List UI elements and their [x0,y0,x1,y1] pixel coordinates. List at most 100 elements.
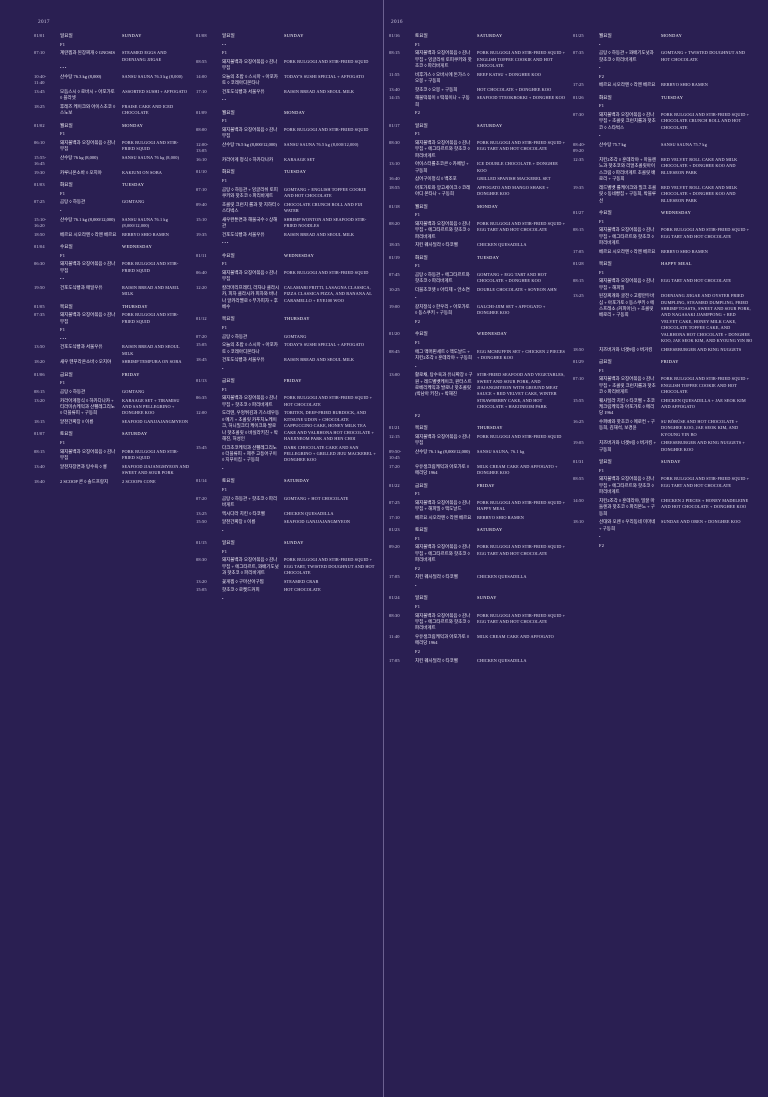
meal-row[interactable]: 08:40- 09:20 산수탕 75.7 kg SANSU SAUNA 75.7 … [573,142,753,155]
meal-row[interactable]: 13:00 활로채, 탕수육과 유니짜장 ◊ 구원 + 레드벨벳케이크, 윈터스트… [389,372,567,410]
meal-row[interactable]: 06:35 돼지불백과 오징어볶음 ◊ 감나무집 + 핫초코 ◊ 파리바게트 POR… [196,395,376,408]
entry-date-row[interactable]: 01/17 일요일 SATURDAY [389,123,567,129]
meal-row[interactable]: 15:10- 16:20 산수탕 76.1 kg (8,000/12,000) SA… [34,217,190,230]
meal-row[interactable]: 07:30 돼지불백과 오징어볶음 ◊ 감나무집 + 초콜릿 크런치롤과 핫초코 … [573,112,753,131]
meal-row[interactable]: 07:45 곰탕 ◊ 하동관 + 에그타르트와 핫초코 ◊ 파리바게트 GOMTAN… [389,272,567,285]
meal-row[interactable]: 08:55 돼지불백과 오징어볶음 ◊ 감나무집 PORK BULGOGI AND … [196,59,376,72]
meal-row[interactable]: 13:20 꽃게찜 ◊ 구마산아구찜 STEAMED CRAB [196,579,376,585]
meal-row[interactable]: 07:20 곰탕 ◊ 하동관 + 핫초코 ◊ 파리바게트 GOMTANG + HOT… [196,496,376,509]
meal-row[interactable]: 08:15 돼지불백과 오징어볶음 ◊ 감나무집 + 에그타르트와 핫초코 ◊ 파… [573,227,753,246]
entry-date-row[interactable]: 01/08 일요일 SUNDAY [196,33,376,39]
meal-row[interactable]: 06:40 돼지불백과 오징어볶음 ◊ 감나무집 PORK BULGOGI AND … [196,270,376,283]
meal-row[interactable]: 10:40- 11:40 산수탕 76.3 kg (8,000) SANSU SAU… [34,74,190,87]
meal-row[interactable]: 18:50 치즈버거와 너겟9링 ◊ 버거킹 CHEESEBURGER AND KI… [573,347,753,353]
meal-row[interactable]: 15:50 알천간짜장 ◊ 이룡 SEAFOOD GANJJAJANGMYEON [196,519,376,525]
entry-date-row[interactable]: 01/21 목요일 THURSDAY [389,425,567,431]
meal-row[interactable]: 19:35 건포도식빵과 서울우유 RAISIN BREAD AND SEOUL M… [196,232,376,238]
meal-row[interactable]: 17:20 우유생크림케익과 아포가토 ◊ 메리당 1964 MILK CREAM … [389,464,567,477]
meal-row[interactable]: 17:05 치킨 퀘사딜라 ◊ 타코벨 CHICKEN QUESADILLA [389,574,567,580]
entry-date-row[interactable]: 01/14 토요일 SATURDAY [196,478,376,484]
meal-row[interactable]: 15:55 퀘사딜라 치킨 ◊ 타코벨 + 초코케크림케익과 아포가토 ◊ 메리당… [573,398,753,417]
meal-row[interactable]: 12:00- 13:05 산수탕 76.5 kg (8,000/12,000) SA… [196,142,376,155]
meal-row[interactable]: 13:45 모듬스시 ◊ 로바시 + 아포가토 ◊ 블라셋 ASSORTED SUS… [34,89,190,102]
entry-date-row[interactable]: 01/18 월요일 MONDAY [389,204,567,210]
entry-date-row[interactable]: 01/15 일요일 SUNDAY [196,540,376,546]
meal-row[interactable]: 15:05 핫초코 ◊ 로켓드커피 HOT CHOCOLATE [196,587,376,593]
entry-date-row[interactable]: 01/05 목요일 THURSDAY [34,304,190,310]
meal-row[interactable]: 15:55- 16:45 산수탕 76 kg (8,000) SANSU SAUNA… [34,155,190,168]
meal-row[interactable]: 11:55 비후가스 ◊ 오바시에 돈가스 ◊ 오봉 + 구동희 BEEF KATS… [389,72,567,85]
meal-row[interactable]: 16:25 수퍼베와 핫초코 ◊ 메로컨 + 구동희, 김재석, 보경윤 SU BÖ… [573,419,753,438]
meal-row[interactable]: 07:25 돼지불백과 오징어볶음 ◊ 감나무집 + 해피밀 ◊ 맥도날드 PORK… [389,500,567,513]
entry-date-row[interactable]: 01/20 수요일 WEDNESDAY [389,331,567,337]
meal-row[interactable]: 09:20 돼지불백과 오징어볶음 ◊ 감나무집 + 에그타르트와 핫초코 ◊ 파… [389,544,567,563]
meal-row[interactable]: 08:30 돼지불백과 오징어볶음 ◊ 감나무집 + 에그타르트와 핫초코 ◊ 파… [389,140,567,159]
meal-row[interactable]: 07:10 곰탕 ◊ 하동관 + 잉글리쉬 토피쿠키와 핫초코 ◊ 파리바게트 GO… [196,187,376,200]
meal-row[interactable]: 18:40 2 SCOOP 콘 ◊ 솔드프랑지 2 SCOOPS CONE [34,479,190,485]
meal-row[interactable]: 11:40 우유생크림케익과 아포가토 ◊ 메리당 1964 MILK CREAM … [389,634,567,647]
meal-row[interactable]: 18:15 알천간짜장 ◊ 이룡 SEAFOOD GANJJAJANGMYEON [34,419,190,425]
entry-date-row[interactable]: 01/23 토요일 SATURDAY [389,527,567,533]
entry-date-row[interactable]: 01/06 금요일 FRIDAY [34,372,190,378]
meal-row[interactable]: 07:35 돼지불백과 오징어볶음 ◊ 감나무집 PORK BULGOGI AND … [34,312,190,325]
entry-date-row[interactable]: 01/25 월요일 MONDAY [573,33,753,39]
meal-row[interactable]: 17:25 베르요 시오라멘 ◊ 라멘 베르요 BERRYO SHIO RAMEN [573,82,753,88]
meal-row[interactable]: 19:00 갈치정식 ◊ 한우리 + 아포가토 ◊ 동스쿠키 + 구동희 GALCH… [389,304,567,317]
entry-date-row[interactable]: 01/16 토요일 SATURDAY [389,33,567,39]
meal-row[interactable]: 08:15 돼지불백과 오징어볶음 ◊ 감나무집 + 해피밀 EGG TART AN… [573,278,753,291]
entry-date-row[interactable]: 01/02 월요일 MONDAY [34,123,190,129]
entry-date-row[interactable]: 01/10 화요일 TUESDAY [196,169,376,175]
meal-row[interactable]: 07:35 곰탕 ◊ 하동관 + 꽈배기도넛과 핫초코 ◊ 파리바게트 GOMTAN… [573,50,753,63]
meal-row[interactable]: 06:30 돼지불백과 오징어볶음 ◊ 감나무집 PORK BULGOGI AND … [34,261,190,274]
meal-row[interactable]: 08:45 에그 맥머핀세트 ◊ 맥도날드 + 치킨2조각 ◊ 훈데라야 + 구동… [389,349,567,362]
meal-row[interactable]: 07:10 돼지불백과 오징어볶음 ◊ 감나무집 + 초콜릿 크런치롤과 핫초코 … [573,376,753,395]
meal-row[interactable]: 15:05 오늘의 초밥 ◊ 스시마 + 아포카토 ◊ 코레아디몬타나 TODAY'… [196,342,376,355]
entry-date-row[interactable]: 01/26 화요일 TUESDAY [573,95,753,101]
meal-row[interactable]: 08:30 돼지불백과 오징어볶음 ◊ 감나무집 + 에그타르트, 꽈배기도넛과 … [196,557,376,576]
entry-date-row[interactable]: 01/12 목요일 THURSDAY [196,316,376,322]
meal-row[interactable]: 08:30 돼지불백과 오징어볶음 ◊ 감나무집 + 에그타르트와 핫초코 ◊ 파… [389,613,567,632]
meal-row[interactable]: 18:45 건포도식빵과 서울우유 RAISIN BREAD AND SEOUL M… [196,357,376,363]
meal-row[interactable]: 08:20 돼지불백과 오징어볶음 ◊ 감나무집 + 에그타르트와 핫초코 ◊ 파… [389,221,567,240]
meal-row[interactable]: 18:50 베르요 시오라멘 ◊ 라멘 베르요 BERRYO SHIO RAMEN [34,232,190,238]
entry-date-row[interactable]: 01/13 금요일 FRIDAY [196,378,376,384]
meal-row[interactable]: 13:50 건포도식빵과 서울우유 RAISIN BREAD AND SEOUL M… [34,344,190,357]
meal-row[interactable]: 17:05 치킨 퀘사딜라 ◊ 타코벨 CHICKEN QUESADILLA [389,658,567,664]
meal-row[interactable]: 17:10 건포도식빵과 서울우유 RAISIN BREAD AND SEOUL M… [196,89,376,95]
meal-row[interactable]: 07:25 곰탕 ◊ 하동관 GOMTANG [34,199,190,205]
meal-row[interactable]: 08:00 돼지불백과 오징어볶음 ◊ 감나무집 PORK BULGOGI AND … [196,127,376,140]
meal-row[interactable]: 16:40 삼어구이정식 ◊ 백조포 GRILLED SPANISH MACKERE… [389,176,567,182]
entry-date-row[interactable]: 01/03 화요일 TUESDAY [34,182,190,188]
entry-date-row[interactable]: 01/01 일요일 SUNDAY [34,33,190,39]
meal-row[interactable]: 18:35 치킨 퀘사딜라 ◊ 타코벨 CHICKEN QUESADILLA [389,242,567,248]
entry-date-row[interactable]: 01/31 일요일 SUNDAY [573,459,753,465]
meal-row[interactable]: 06:10 돼지불백과 오징어볶음 ◊ 감나무집 PORK BULGOGI AND … [34,140,190,153]
meal-row[interactable]: 07:10 계란찜과 된장찌개 ◊ GNOSIS STEAMED EGGS AND … [34,50,190,63]
meal-row[interactable]: 15:45 다크초코케익과 산펠레그리노 ◊ 더블류피 + 제주 고등어구이 ◊ … [196,445,376,464]
meal-row[interactable]: 12:15 돼지불백과 오징어볶음 ◊ 감나무집 PORK BULGOGI AND … [389,434,567,447]
entry-date-row[interactable]: 01/07 토요일 SATURDAY [34,431,190,437]
meal-row[interactable]: 18:20 새우 텐푸라온소바 ◊ 오지야 SHRIMP TEMPURA ON SO… [34,359,190,365]
meal-row[interactable]: 09:50- 10:45 산수탕 76.1 kg (8,000/12,000) SA… [389,449,567,462]
meal-row[interactable]: 19:05 치즈버거와 너겟9링 ◊ 버거킹 + 구동희 CHEESEBURGER … [573,440,753,453]
entry-date-row[interactable]: 01/11 수요일 WEDNESDAY [196,253,376,259]
entry-date-row[interactable]: 01/28 목요일 HAPPY MEAL [573,261,753,267]
entry-date-row[interactable]: 01/22 금요일 FRIDAY [389,483,567,489]
meal-row[interactable]: 13:10 아이스터롤초코콘 ◊ 카페빙 + 구동희 ICE DOUBLE CHOC… [389,161,567,174]
entry-date-row[interactable]: 01/09 월요일 MONDAY [196,110,376,116]
meal-row[interactable]: 13:40 알천자장면과 탕수육 ◊ 룡 SEAFOOD JJAJANGMYEON … [34,464,190,477]
entry-date-row[interactable]: 01/27 수요일 WEDNESDAY [573,210,753,216]
meal-row[interactable]: 17:05 베르요 시오라멘 ◊ 라멘 베르요 BERRYO SHIO RAMEN [573,249,753,255]
meal-row[interactable]: 19:35 레드벨벳 롤케이크와 밀크 초콜릿 ◊ 동네빵집 + 구동희, 박블루… [573,185,753,204]
meal-row[interactable]: 08:55 돼지불백과 오징어볶음 ◊ 감나무집 + 에그타르트와 핫초코 ◊ 파… [573,476,753,495]
meal-row[interactable]: 16:10 카라아게 정식 ◊ 하카다나카 KARAAGE SET [196,157,376,163]
meal-row[interactable]: 13:25 된장찌개와 굴전 ◊ 고향만두바심 + 아포가토 ◊ 동스쿠키 ◊ 에… [573,293,753,344]
entry-date-row[interactable]: 01/24 일요일 SUNDAY [389,595,567,601]
meal-row[interactable]: 08:15 곰탕 ◊ 하동관 GOMTANG [34,389,190,395]
entry-date-row[interactable]: 01/29 금요일 FRIDAY [573,359,753,365]
meal-row[interactable]: 07:20 곰탕 ◊ 하동관 GOMTANG [196,334,376,340]
meal-row[interactable]: 14:50 치킨2조각 ◊ 훈데라야, 밀꿀 마들렌과 핫초코 ◊ 파리본느 + … [573,498,753,517]
meal-row[interactable]: 12:00 도리텐, 우엉튀김과 기스네우동 ◊ 메기 + 초콜릿 카푸치노케이크… [196,410,376,442]
meal-row[interactable]: 13:25 멕시다라 치킨 ◊ 타코벨 CHICKEN QUESADILLA [196,511,376,517]
meal-row[interactable]: 18:10 선대와 오렌 ◊ 우리동네 미마네 + 구동희 SUNDAE AND O… [573,519,753,532]
